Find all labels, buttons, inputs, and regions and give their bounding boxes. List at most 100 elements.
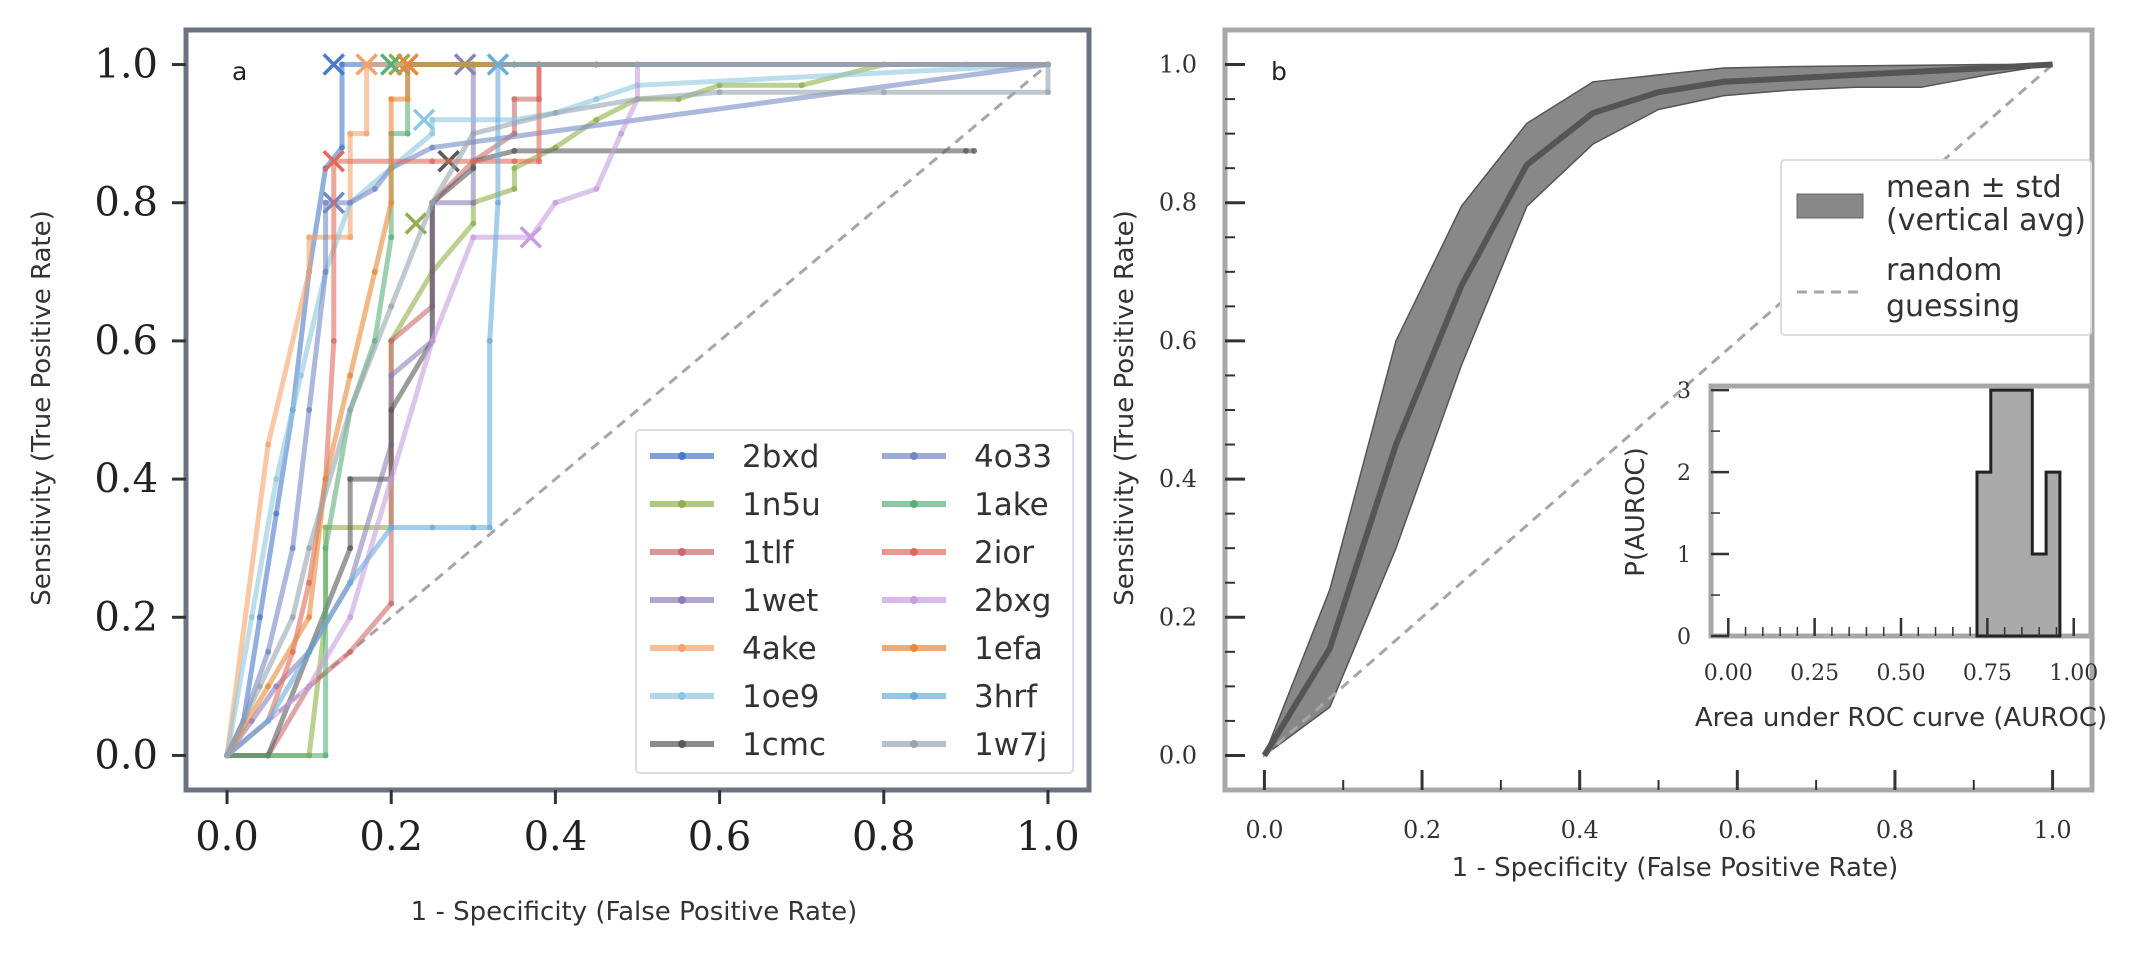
roc-point-4o33 [371,185,378,192]
roc-point-1w7j [1044,61,1051,68]
legend-marker-1wet [678,596,686,604]
panel-a-roc-curves [224,53,1051,759]
roc-point-1efa [388,96,395,103]
roc-point-3hrf [470,524,477,531]
roc-point-1tlf [388,337,395,344]
panel-a-legend-box [635,429,1074,774]
legend-label-1wet: 1wet [742,583,818,619]
roc-point-1cmc [470,165,477,172]
roc-point-3hrf [486,337,493,344]
roc-point-4o33 [265,648,272,655]
inset-xtick-label: 1.00 [2049,661,2098,686]
roc-point-1ake [388,234,395,241]
legend-label-2bxd: 2bxd [742,439,819,475]
legend-label-1efa: 1efa [974,631,1043,667]
roc-point-1oe9 [429,130,436,137]
roc-threshold-marker-2bxg [519,226,543,249]
panel-a-xtick-label: 0.4 [524,814,588,860]
panel-a-xtick-label: 0.2 [359,814,423,860]
roc-point-2bxd [338,144,345,151]
panel-b-xtick-label: 0.6 [1718,816,1756,844]
panel-b-ytick-label: 1.0 [1159,51,1197,79]
panel-b-ytick-label: 0.0 [1159,741,1197,769]
roc-threshold-marker-1oe9 [412,108,436,132]
roc-point-1tlf [511,96,518,103]
inset-histogram [1975,388,2062,638]
roc-point-4ake [306,268,313,275]
legend-label-random-guessing-line1: random [1886,253,2002,288]
roc-point-4ake [363,130,370,137]
roc-point-1w7j [1044,89,1051,96]
legend-marker-1ake [910,500,918,508]
roc-point-1oe9 [470,116,477,123]
legend-label-4ake: 4ake [742,631,817,667]
legend-label-1w7j: 1w7j [974,727,1047,763]
inset-xlabel: Area under ROC curve (AUROC) [1695,703,2107,733]
panel-a-xtick-label: 0.8 [852,814,916,860]
legend-label-2bxg: 2bxg [974,583,1051,619]
legend-marker-2ior [910,548,918,556]
inset-ytick-label: 2 [1677,461,1691,486]
roc-point-1n5u [470,220,477,227]
roc-point-1oe9 [248,614,255,621]
panel-b-ytick-label: 0.6 [1159,327,1197,355]
roc-threshold-marker-4ake [355,53,378,76]
roc-point-1efa [388,199,395,206]
roc-point-2bxg [388,476,395,483]
roc-point-1w7j [552,109,559,116]
roc-point-1w7j [256,683,263,690]
roc-point-4ake [306,234,313,241]
panel-b-xtick-label: 0.4 [1561,816,1599,844]
roc-point-4ake [265,441,272,448]
panel-a-ytick-label: 0.4 [94,456,158,502]
roc-threshold-marker-2bxd [322,53,346,76]
roc-point-4o33 [429,144,436,151]
panel-a-label: a [232,57,247,86]
panel-a-legend: 2bxd 1n5u 1tlf 1wet 4ake 1oe9 1cmc 4o33 1ake 2ior… [635,429,1074,774]
panel-b-xlabel: 1 - Specificity (False Positive Rate) [1452,853,1899,883]
roc-point-1w7j [224,752,231,759]
roc-point-4o33 [322,199,329,206]
roc-curve-1w7j [224,61,1051,759]
auroc-histogram [1975,388,2062,638]
roc-point-1w7j [880,89,887,96]
roc-point-4ake [347,234,354,241]
legend-marker-1n5u [678,500,686,508]
legend-marker-3hrf [910,692,918,700]
panel-b-label: b [1271,57,1287,86]
roc-point-2bxg [470,234,477,241]
roc-point-3hrf [494,199,501,206]
legend-label-random-guessing-line2: guessing [1886,289,2020,324]
legend-label-mean-std-line2: (vertical avg) [1886,203,2086,238]
legend-marker-2bxd [678,452,686,460]
roc-point-4ake [347,130,354,137]
inset-xtick-label: 0.50 [1877,661,1926,686]
roc-point-1w7j [429,199,436,206]
roc-point-1cmc [962,147,969,154]
inset-xtick-label: 0.00 [1704,661,1753,686]
roc-point-3hrf [347,579,354,586]
panel-b-xtick-label: 1.0 [2034,816,2072,844]
roc-point-1w7j [388,303,395,310]
legend-marker-1cmc [678,740,686,748]
legend-marker-4o33 [910,452,918,460]
roc-line-4o33 [224,62,1049,757]
panel-b-xtick-label: 0.0 [1245,816,1283,844]
roc-point-2bxg [347,614,354,621]
panel-a-ylabel: Sensitivity (True Positive Rate) [27,210,57,606]
roc-point-1efa [371,268,378,275]
panel-b-ytick-label: 0.8 [1159,189,1197,217]
roc-point-2bxd [273,510,280,517]
roc-point-2ior [535,158,542,165]
inset-xtick-label: 0.25 [1790,661,1839,686]
panel-a: 0.0 0.2 0.4 0.6 0.8 1.0 0.0 0.2 0.4 0.6 0.8 1.0 a 1… [27,27,1092,927]
panel-b-xtick-label: 0.8 [1876,816,1914,844]
legend-label-3hrf: 3hrf [974,679,1038,715]
roc-point-1n5u [511,165,518,172]
roc-point-1w7j [470,130,477,137]
legend-marker-4ake [678,644,686,652]
roc-point-2bxg [429,337,436,344]
roc-point-1oe9 [297,372,304,379]
panel-a-xtick-label: 0.6 [688,814,752,860]
